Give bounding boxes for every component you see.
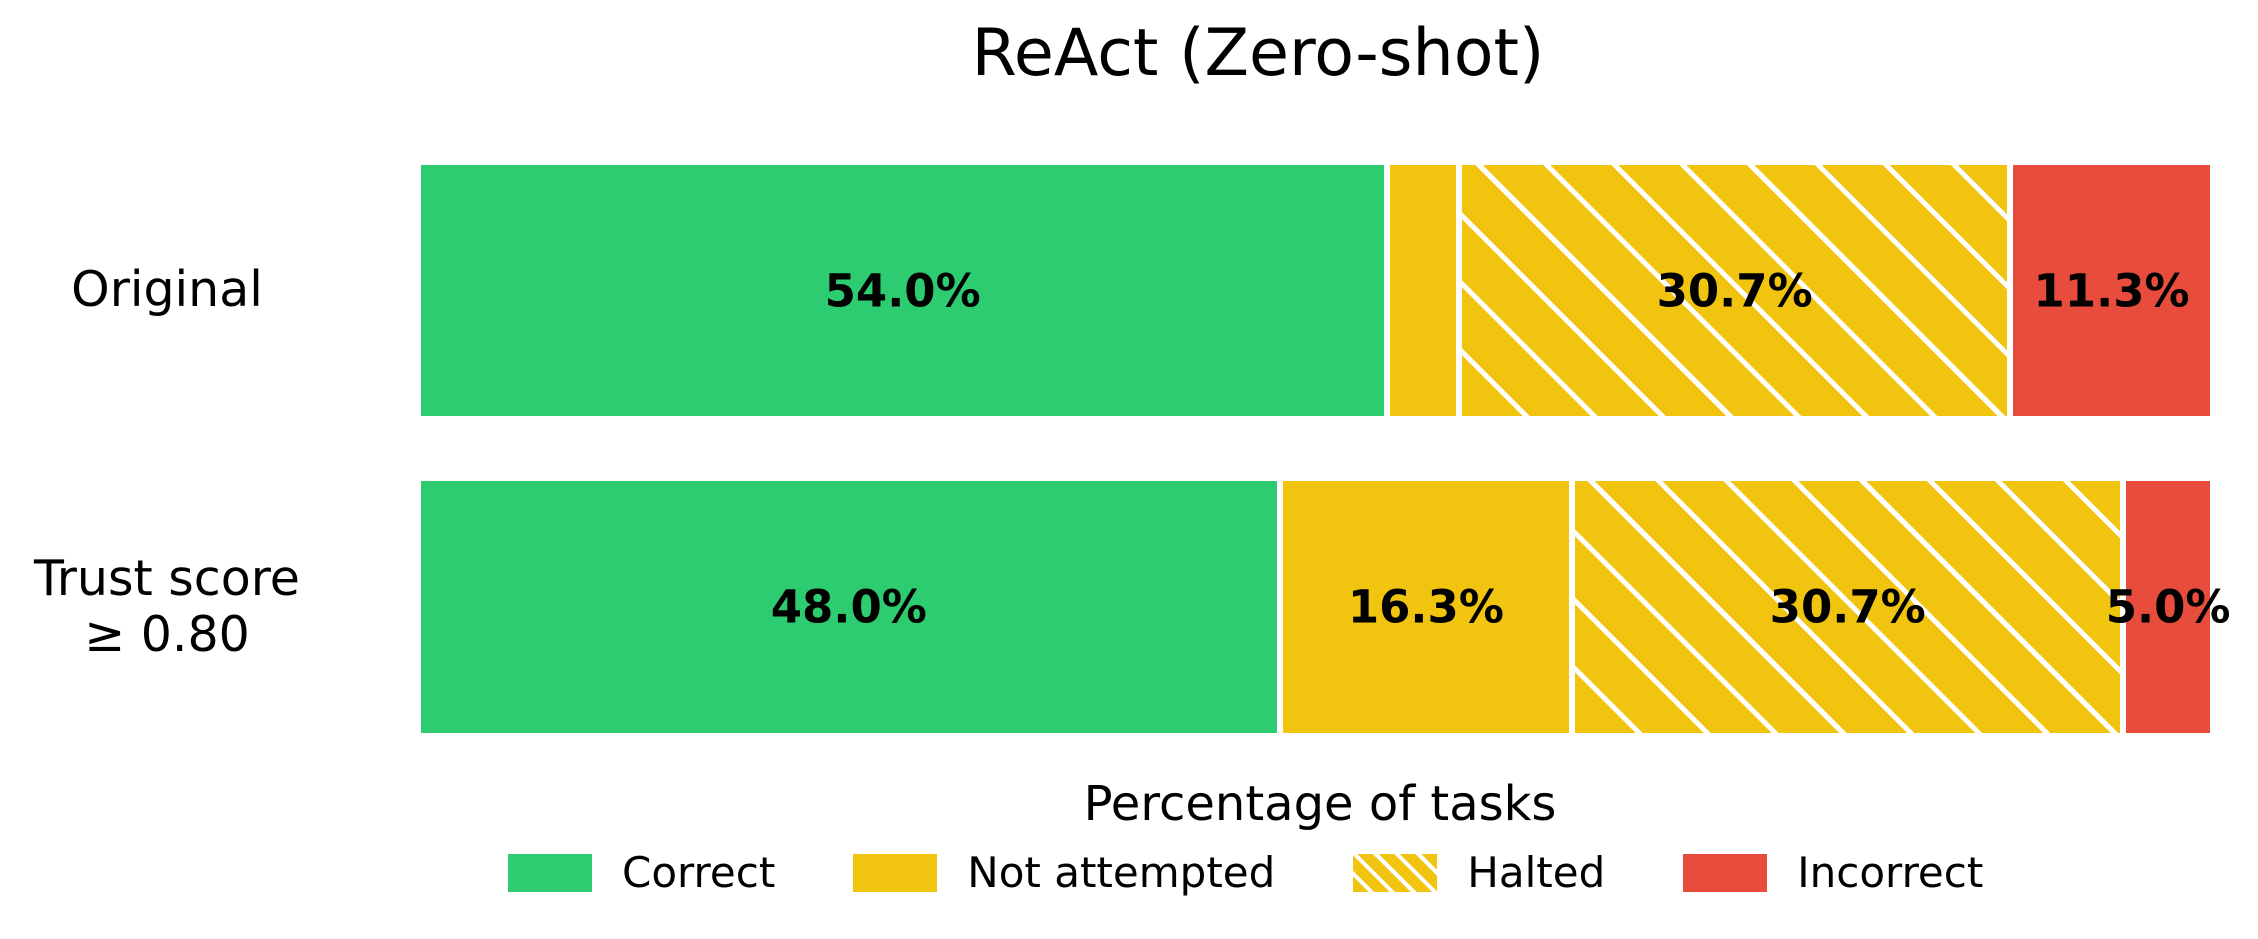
legend-swatch-not-attempted xyxy=(853,854,938,892)
x-axis-label: Percentage of tasks xyxy=(1083,776,1557,832)
legend-label: Not attempted xyxy=(967,848,1276,897)
stacked-bar: 54.0% 30.7% 11.3% xyxy=(418,162,2213,419)
legend-label: Halted xyxy=(1467,848,1606,897)
bar-segment-incorrect: 5.0% xyxy=(2106,478,2231,736)
chart-title: ReAct (Zero-shot) xyxy=(971,16,1545,91)
legend-swatch-correct xyxy=(508,854,592,892)
legend-swatch-halted xyxy=(1353,854,1438,892)
chart-row: Original 54.0% 30.7% 11.3% xyxy=(0,162,2258,419)
segment-value-label: 5.0% xyxy=(2105,580,2231,634)
legend-swatch-incorrect xyxy=(1683,854,1768,892)
legend-item-correct: Correct xyxy=(508,852,775,894)
category-label-trust-score: Trust score ≥ 0.80 xyxy=(34,549,300,663)
legend: Correct Not attempted Halted Incorrect xyxy=(508,852,1983,894)
bar-segment-not-attempted: 16.3% xyxy=(1279,478,1573,736)
legend-item-halted: Halted xyxy=(1353,852,1605,894)
segment-value-label: 11.3% xyxy=(2033,264,2190,317)
bar-segment-correct: 54.0% xyxy=(418,162,1388,419)
segment-value-label: 48.0% xyxy=(770,580,927,634)
bar-segment-halted: 30.7% xyxy=(1459,162,2011,419)
bar-segment-halted: 30.7% xyxy=(1572,478,2124,736)
bar-segment-correct: 48.0% xyxy=(418,478,1280,736)
segment-value-label: 30.7% xyxy=(1769,580,1926,634)
legend-label: Incorrect xyxy=(1797,848,1984,897)
legend-item-incorrect: Incorrect xyxy=(1683,852,1983,894)
chart-row: Trust score ≥ 0.80 48.0% 16.3% 30.7% 5.0% xyxy=(0,478,2258,736)
bar-segment-not-attempted xyxy=(1387,162,1460,419)
legend-label: Correct xyxy=(622,848,776,897)
bar-segment-incorrect: 11.3% xyxy=(2010,162,2213,419)
segment-value-label: 16.3% xyxy=(1347,580,1504,634)
category-label-original: Original xyxy=(71,261,263,319)
segment-value-label: 30.7% xyxy=(1656,264,1813,317)
stacked-bar: 48.0% 16.3% 30.7% 5.0% xyxy=(418,478,2231,736)
segment-value-label: 54.0% xyxy=(824,264,981,317)
legend-item-not-attempted: Not attempted xyxy=(853,852,1275,894)
